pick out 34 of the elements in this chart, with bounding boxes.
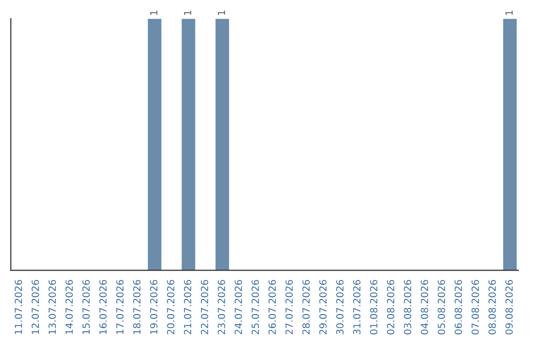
x-tick-label: 26.07.2026: [268, 280, 276, 334]
x-tick-label: 19.07.2026: [150, 280, 158, 334]
x-tick-label: 08.08.2026: [488, 280, 496, 334]
x-tick-label: 29.07.2026: [319, 280, 327, 334]
x-tick-label: 04.08.2026: [420, 280, 428, 334]
x-tick-label: 21.07.2026: [184, 280, 192, 334]
x-tick-label: 12.07.2026: [32, 280, 39, 334]
x-tick-label: 20.07.2026: [167, 280, 174, 334]
x-tick-label: 24.07.2026: [234, 280, 242, 334]
x-tick-label: 17.07.2026: [116, 280, 124, 334]
data-label: 1: [218, 10, 225, 15]
data-label: 1: [184, 10, 192, 15]
x-tick-label: 01.08.2026: [370, 280, 378, 334]
data-label: 1: [506, 10, 513, 15]
data-label: 1: [150, 10, 158, 15]
x-tick-label: 14.07.2026: [65, 280, 73, 334]
x-tick-label: 03.08.2026: [404, 280, 412, 334]
x-tick-label: 11.07.2026: [14, 280, 22, 334]
x-tick-label: 22.07.2026: [200, 280, 208, 334]
x-tick-label: 28.07.2026: [302, 280, 310, 334]
x-tick-label: 27.07.2026: [285, 280, 293, 334]
x-tick-label: 25.07.2026: [252, 280, 259, 334]
x-tick-label: 02.08.2026: [386, 280, 394, 334]
x-tick-label: 07.08.2026: [472, 280, 479, 334]
x-tick-label: 15.07.2026: [82, 280, 90, 334]
x-tick-label: 13.07.2026: [48, 280, 56, 334]
x-tick-label: 18.07.2026: [133, 280, 141, 334]
x-tick-label: 06.08.2026: [454, 280, 462, 334]
x-tick-label: 09.08.2026: [505, 280, 513, 334]
x-tick-label: 23.07.2026: [218, 280, 226, 334]
x-tick-label: 05.08.2026: [438, 280, 446, 334]
x-tick-label: 16.07.2026: [99, 280, 107, 334]
x-tick-label: 30.07.2026: [336, 280, 344, 334]
x-tick-label: 31.07.2026: [353, 280, 360, 334]
